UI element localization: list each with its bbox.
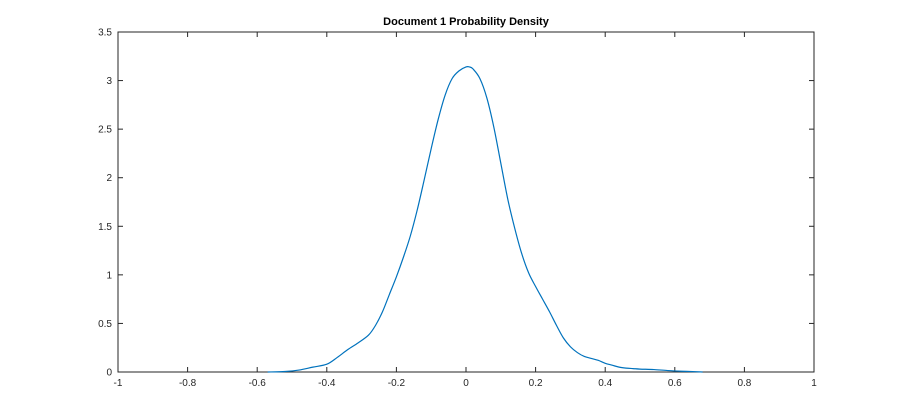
- series-group: [267, 66, 703, 373]
- x-tick-label: -0.4: [318, 378, 336, 389]
- y-tick-label: 3: [106, 76, 112, 87]
- y-tick-label: 2: [106, 173, 112, 184]
- y-tick-label: 1.5: [98, 222, 112, 233]
- x-tick-label: 0.8: [737, 378, 751, 389]
- x-tick-label: 0: [463, 378, 469, 389]
- x-tick-label: -0.2: [388, 378, 406, 389]
- y-axis: 0 0.5 1 1.5 2 2.5 3 3.5: [98, 28, 814, 379]
- x-tick-label: 1: [811, 378, 817, 389]
- x-axis: -1 -0.8 -0.6 -0.4 -0.2 0 0.2 0.4 0.6 0.8 1: [114, 32, 817, 389]
- y-tick-label: 3.5: [98, 28, 112, 39]
- x-tick-label: 0.6: [668, 378, 682, 389]
- x-tick-label: 0.4: [598, 378, 612, 389]
- x-tick-label: 0.2: [529, 378, 543, 389]
- plot-area: [117, 31, 815, 373]
- y-tick-label: 1: [106, 270, 112, 281]
- x-tick-label: -1: [114, 378, 123, 389]
- x-tick-label: -0.8: [179, 378, 197, 389]
- chart-title: Document 1 Probability Density: [383, 16, 550, 28]
- density-line: [267, 66, 703, 373]
- y-tick-label: 2.5: [98, 125, 112, 136]
- y-tick-label: 0.5: [98, 319, 112, 330]
- x-tick-label: -0.6: [249, 378, 267, 389]
- y-tick-label: 0: [106, 368, 112, 379]
